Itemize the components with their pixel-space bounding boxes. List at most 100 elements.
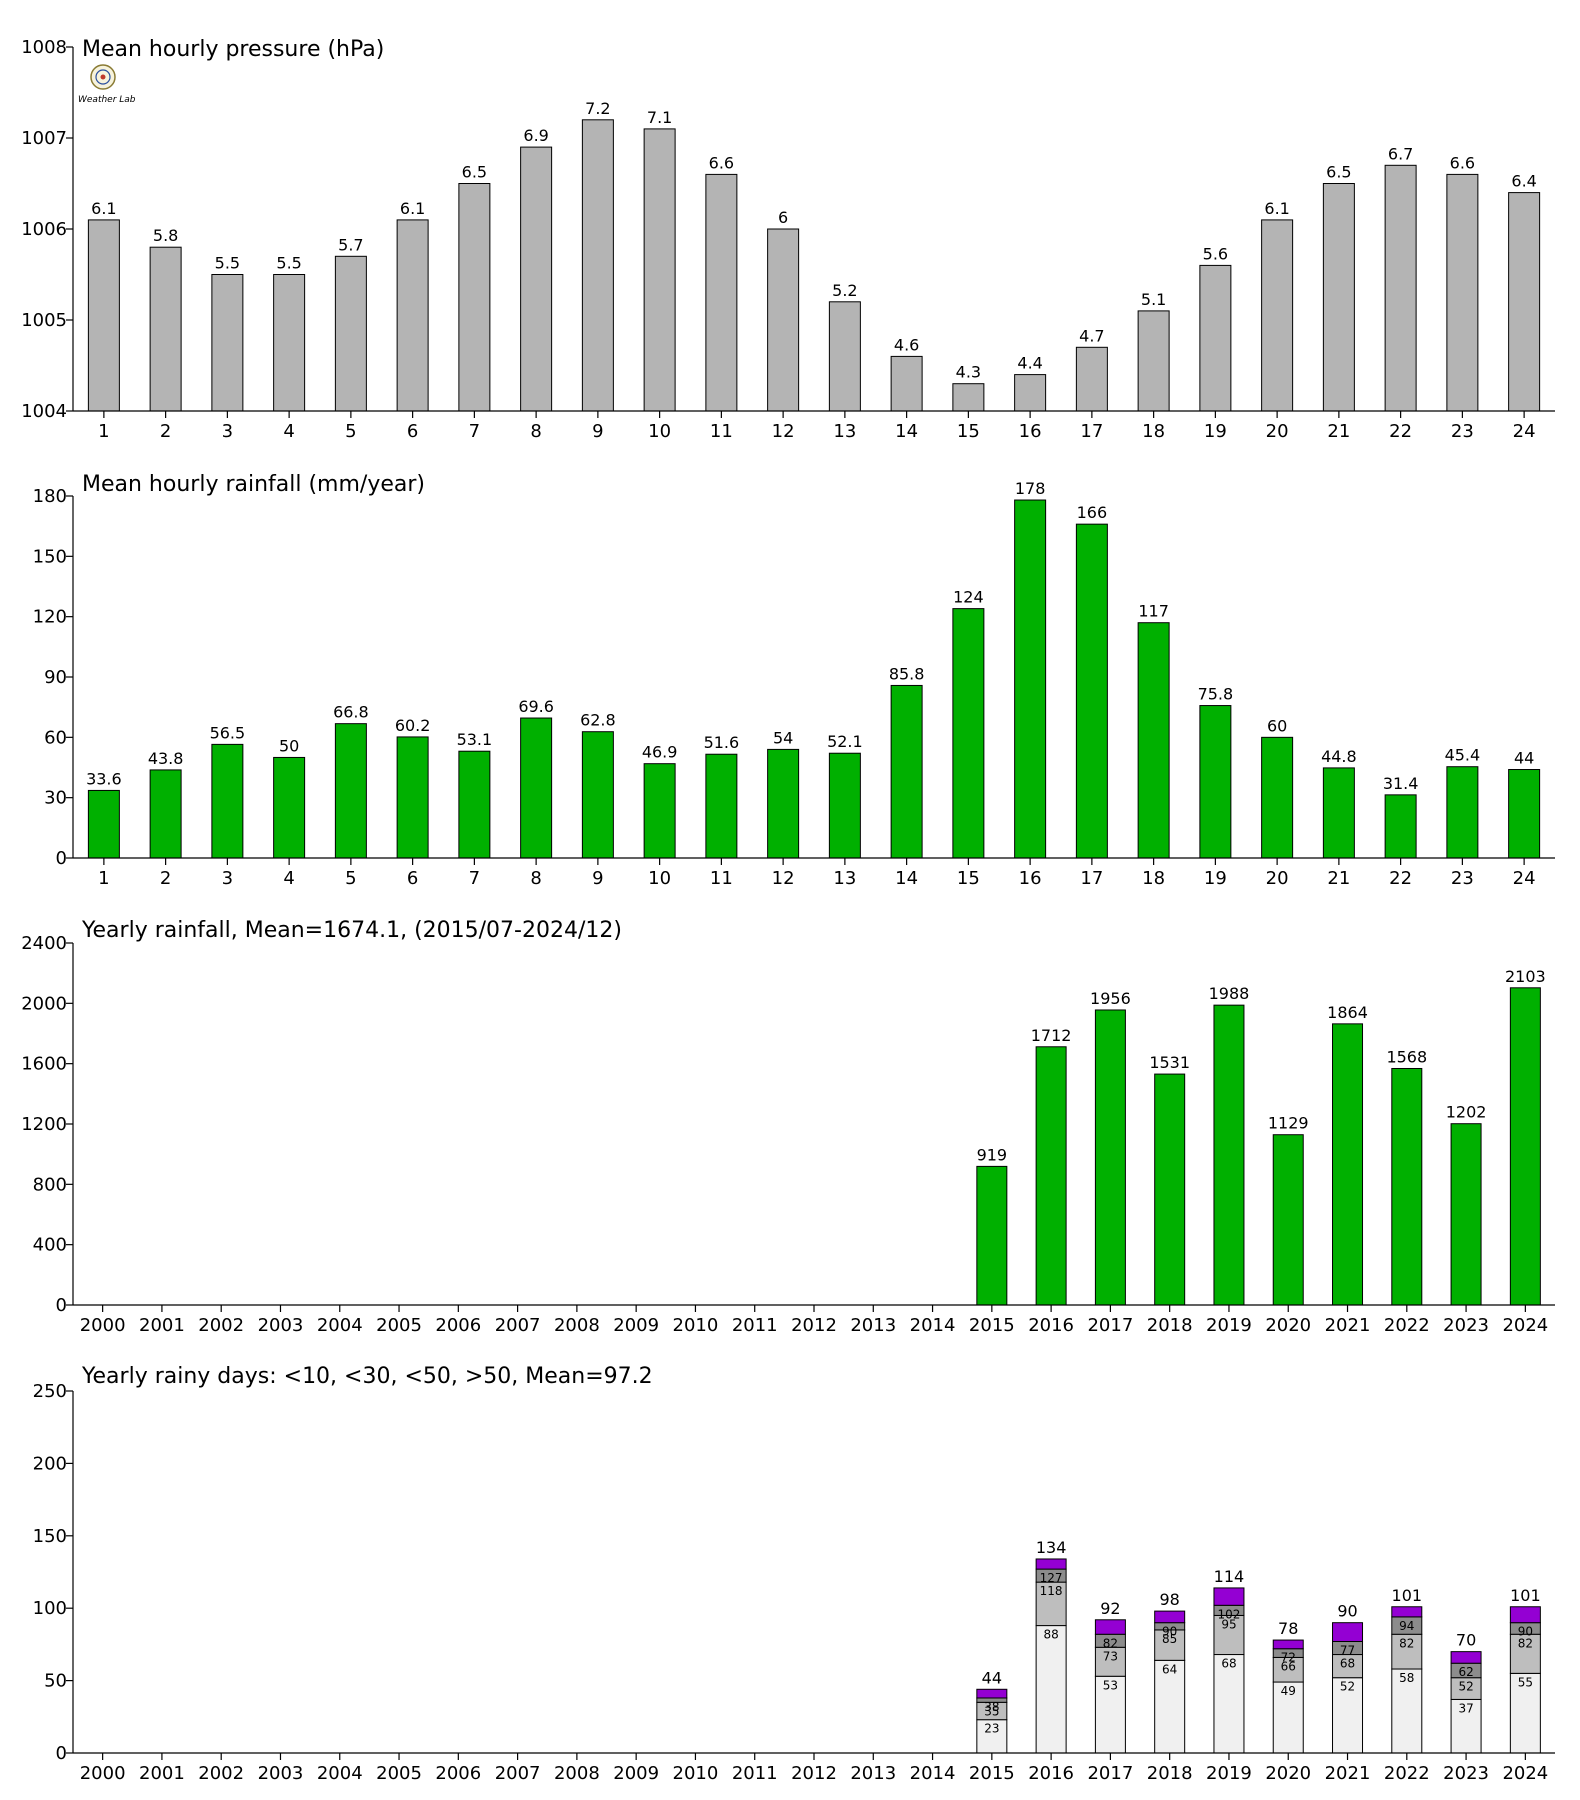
bar-value-label: 66.8 [333,703,369,722]
bar [767,228,800,412]
x-tick-label: 15 [957,868,980,889]
bar-value-label: 4.6 [894,335,919,354]
hourly-rainfall-axes [72,496,1555,859]
bar-value-label: 4.7 [1079,326,1104,345]
y-tick-label: 250 [33,1381,67,1402]
bar-value-label: 2103 [1505,967,1546,986]
x-tick-label: 2017 [1087,1315,1133,1336]
x-tick-label: 2024 [1502,1763,1548,1784]
segment-lt30 [1391,1633,1423,1670]
segment-lt10 [1509,1672,1541,1754]
x-tick-label: 2022 [1384,1315,1430,1336]
x-tick-label: 4 [283,421,294,442]
segment-value-label: 72 [1281,1651,1296,1665]
x-tick-label: 2005 [376,1763,422,1784]
x-tick-label: 2013 [850,1763,896,1784]
x-tick-label: 2008 [554,1763,600,1784]
yearly-rainfall-bars [976,987,1541,1306]
x-tick-label: 2000 [80,1763,126,1784]
x-tick-label: 24 [1513,421,1536,442]
x-tick-label: 2015 [969,1315,1015,1336]
bar [1509,987,1541,1306]
x-tick-label: 15 [957,421,980,442]
logo-text: Weather Lab [78,95,136,105]
bar-value-label: 56.5 [210,723,246,742]
x-tick-label: 7 [469,868,480,889]
y-tick-label: 60 [44,727,67,748]
yearly-rainfall-axes [72,943,1555,1306]
x-tick-label: 2006 [435,1315,481,1336]
bar [705,753,738,859]
bar-value-label: 1988 [1209,984,1250,1003]
y-tick-label: 400 [33,1235,67,1256]
x-tick-label: 2001 [139,1763,185,1784]
segment-value-label: 35 [984,1704,999,1718]
y-tick-label: 1600 [21,1054,67,1075]
x-tick-label: 2022 [1384,1763,1430,1784]
bar [87,219,120,412]
segment-value-label: 37 [1458,1701,1473,1715]
x-tick-label: 2011 [732,1763,778,1784]
segment-gt50 [1094,1619,1126,1635]
segment-gt50 [1509,1606,1541,1624]
y-tick-label: 200 [33,1453,67,1474]
bar-value-label: 44 [1514,749,1534,768]
x-tick-label: 2006 [435,1763,481,1784]
bar [581,731,614,859]
bar [1154,1073,1186,1306]
y-tick-label: 1200 [21,1114,67,1135]
x-tick-label: 11 [710,868,733,889]
y-tick-label: 90 [44,667,67,688]
bar-value-label: 51.6 [704,733,740,752]
bar-value-label: 6.1 [91,199,116,218]
y-tick-label: 30 [44,788,67,809]
x-tick-label: 21 [1327,868,1350,889]
bar [334,723,367,859]
x-tick-label: 19 [1204,868,1227,889]
segment-value-label: 88 [1043,1628,1058,1642]
bar [273,756,306,859]
bar-value-label: 7.1 [647,108,672,127]
bar [1137,622,1170,859]
x-tick-label: 21 [1327,421,1350,442]
x-tick-label: 2016 [1028,1315,1074,1336]
weather-lab-logo-icon: Weather Lab [78,64,136,105]
x-tick-label: 23 [1451,421,1474,442]
segment-value-label: 90 [1518,1625,1533,1639]
bar [976,1165,1008,1306]
bar-value-label: 54 [773,728,793,747]
bar-value-label: 166 [1077,503,1108,522]
x-tick-label: 3 [222,421,233,442]
bar [890,684,923,859]
segment-lt30 [1509,1633,1541,1674]
segment-value-label: 49 [1281,1684,1296,1698]
y-tick-label: 0 [56,848,67,869]
x-tick-label: 2002 [198,1315,244,1336]
yearly-rainfall-chart: Yearly rainfall, Mean=1674.1, (2015/07-2… [21,918,1555,1336]
y-tick-label: 800 [33,1174,67,1195]
x-tick-label: 7 [469,421,480,442]
x-tick-label: 3 [222,868,233,889]
bar-value-label: 6.1 [1264,199,1289,218]
pressure-bars [87,119,1541,412]
bar-value-label: 5.5 [215,254,240,273]
x-tick-label: 2004 [317,1315,363,1336]
bar [1137,310,1170,412]
bar-value-label: 33.6 [86,769,122,788]
bar-value-label: 52.1 [827,732,863,751]
segment-value-label: 94 [1399,1619,1414,1633]
x-tick-label: 2 [160,421,171,442]
x-tick-label: 1 [98,868,109,889]
bar-value-label: 1568 [1386,1047,1427,1066]
bar-value-label: 6.6 [1450,153,1475,172]
x-tick-label: 2020 [1265,1763,1311,1784]
x-tick-label: 2018 [1147,1763,1193,1784]
segment-value-label: 66 [1281,1659,1296,1673]
bar-value-label: 1864 [1327,1003,1368,1022]
x-tick-label: 12 [772,868,795,889]
x-tick-label: 2018 [1147,1315,1193,1336]
hourly-rainfall-chart-title: Mean hourly rainfall (mm/year) [82,472,425,497]
segment-value-label: 77 [1340,1644,1355,1658]
y-tick-label: 1005 [21,310,67,331]
bar-value-label: 919 [977,1145,1008,1164]
